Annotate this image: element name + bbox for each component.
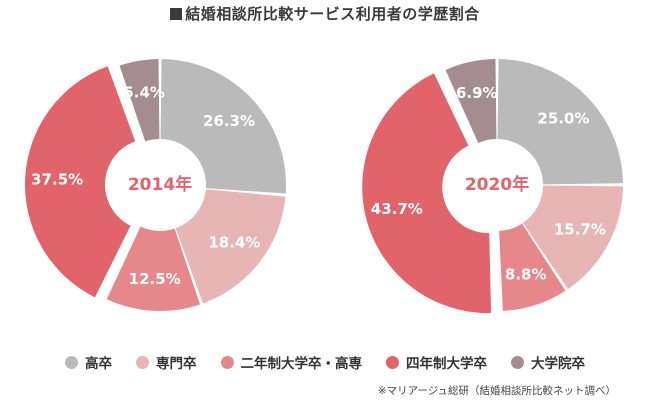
slice-2020年-vocational — [522, 185, 623, 290]
slice-2020年-university — [362, 73, 492, 314]
chart-title-text: 結婚相談所比較サービス利用者の学歴割合 — [185, 5, 480, 23]
legend: 高卒 専門卒 二年制大学卒・高専 四年制大学卒 大学院卒 — [0, 352, 650, 372]
slice-2014年-graduate-school — [119, 59, 160, 142]
legend-dot-icon — [220, 355, 234, 369]
slice-label-2014年-university: 37.5% — [31, 170, 83, 188]
legend-item-vocational: 専門卒 — [136, 352, 197, 372]
legend-label: 専門卒 — [156, 356, 197, 372]
chart-title: 結婚相談所比較サービス利用者の学歴割合 — [0, 3, 650, 24]
center-label-2020年: 2020年 — [465, 174, 529, 195]
legend-dot-icon — [136, 355, 149, 369]
slice-2020年-graduate-school — [445, 59, 497, 144]
center-label-2014年: 2014年 — [128, 174, 192, 195]
legend-item-junior-college: 二年制大学卒・高専 — [220, 352, 363, 372]
slice-2014年-university — [25, 66, 136, 298]
source-note: ※マリアージュ総研（結婚相談所比較ネット調べ） — [377, 385, 616, 397]
slice-label-2020年-university: 43.7% — [371, 200, 423, 218]
legend-dot-icon — [511, 355, 524, 369]
legend-dot-icon — [65, 355, 78, 369]
legend-label: 二年制大学卒・高専 — [240, 356, 363, 372]
slice-label-2020年-vocational: 15.7% — [554, 220, 606, 238]
slice-label-2020年-graduate-school: 6.9% — [456, 84, 498, 102]
legend-label: 大学院卒 — [531, 356, 585, 372]
legend-item-graduate-school: 大学院卒 — [511, 352, 585, 372]
legend-label: 高卒 — [85, 356, 112, 372]
slice-label-2014年-junior-college: 12.5% — [129, 270, 181, 288]
slice-label-2014年-vocational: 18.4% — [208, 233, 260, 251]
title-square-icon — [170, 8, 183, 20]
slice-2020年-high-school — [497, 59, 623, 185]
slice-label-2020年-junior-college: 8.8% — [505, 265, 547, 283]
legend-label: 四年制大学卒 — [406, 356, 487, 372]
slice-label-2020年-high-school: 25.0% — [537, 109, 589, 127]
legend-item-university: 四年制大学卒 — [386, 352, 487, 372]
slice-2014年-high-school — [160, 59, 286, 194]
slice-2014年-junior-college — [106, 226, 201, 311]
legend-item-high-school: 高卒 — [65, 352, 112, 372]
slice-2020年-junior-college — [499, 223, 566, 311]
legend-dot-icon — [386, 355, 399, 369]
slice-label-2014年-high-school: 26.3% — [203, 112, 255, 130]
slice-2014年-vocational — [175, 189, 286, 304]
slice-label-2014年-graduate-school: 5.4% — [123, 83, 165, 101]
